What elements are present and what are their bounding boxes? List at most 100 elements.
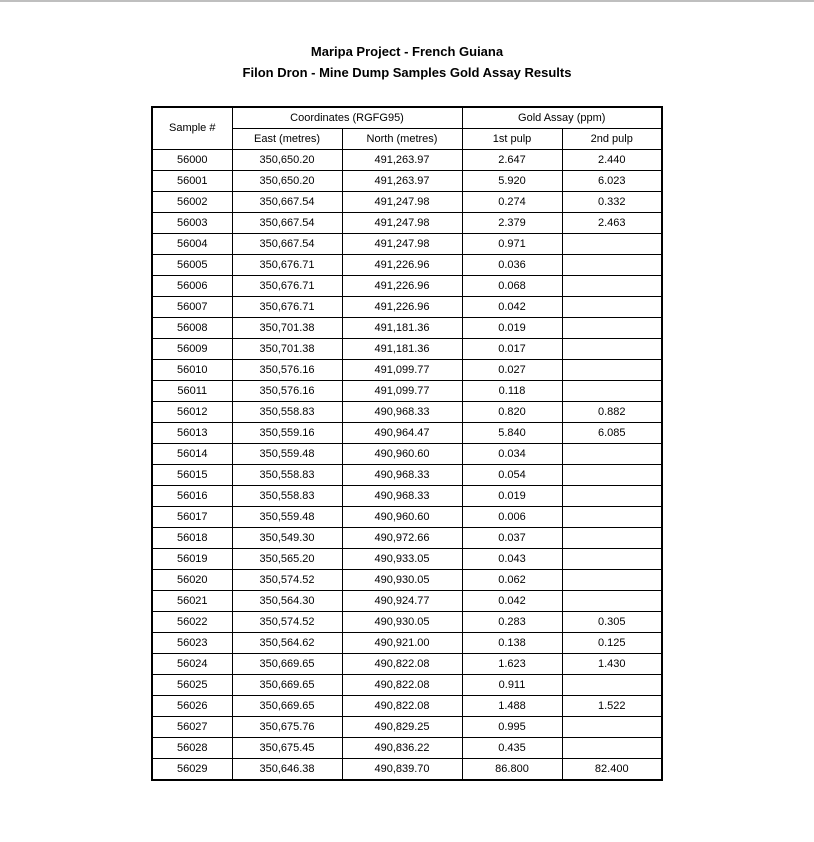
cell-east: 350,650.20: [232, 149, 342, 170]
col-coords-group-header: Coordinates (RGFG95): [232, 107, 462, 129]
cell-p2: 2.440: [562, 149, 662, 170]
cell-p1: 0.042: [462, 590, 562, 611]
table-row: 56011350,576.16491,099.770.118: [152, 380, 662, 401]
cell-sample: 56019: [152, 548, 232, 569]
cell-p2: [562, 359, 662, 380]
table-row: 56018350,549.30490,972.660.037: [152, 527, 662, 548]
cell-p2: [562, 380, 662, 401]
cell-sample: 56027: [152, 716, 232, 737]
cell-sample: 56009: [152, 338, 232, 359]
table-body: 56000350,650.20491,263.972.6472.44056001…: [152, 149, 662, 780]
cell-east: 350,558.83: [232, 464, 342, 485]
cell-sample: 56004: [152, 233, 232, 254]
cell-sample: 56026: [152, 695, 232, 716]
table-row: 56025350,669.65490,822.080.911: [152, 674, 662, 695]
cell-sample: 56021: [152, 590, 232, 611]
cell-north: 490,964.47: [342, 422, 462, 443]
cell-p2: [562, 233, 662, 254]
cell-sample: 56014: [152, 443, 232, 464]
cell-north: 490,822.08: [342, 674, 462, 695]
cell-p2: 82.400: [562, 758, 662, 780]
cell-p1: 0.037: [462, 527, 562, 548]
cell-p2: [562, 254, 662, 275]
table-row: 56000350,650.20491,263.972.6472.440: [152, 149, 662, 170]
cell-east: 350,675.45: [232, 737, 342, 758]
cell-north: 490,968.33: [342, 485, 462, 506]
cell-north: 490,933.05: [342, 548, 462, 569]
cell-p2: [562, 674, 662, 695]
cell-sample: 56010: [152, 359, 232, 380]
cell-north: 490,930.05: [342, 569, 462, 590]
cell-p1: 0.971: [462, 233, 562, 254]
cell-p1: 0.017: [462, 338, 562, 359]
cell-north: 490,960.60: [342, 443, 462, 464]
assay-table: Sample # Coordinates (RGFG95) Gold Assay…: [151, 106, 663, 781]
cell-p2: [562, 527, 662, 548]
cell-north: 491,226.96: [342, 296, 462, 317]
table-row: 56017350,559.48490,960.600.006: [152, 506, 662, 527]
cell-sample: 56015: [152, 464, 232, 485]
cell-p2: [562, 548, 662, 569]
cell-east: 350,559.48: [232, 506, 342, 527]
table-row: 56001350,650.20491,263.975.9206.023: [152, 170, 662, 191]
cell-sample: 56007: [152, 296, 232, 317]
cell-p1: 86.800: [462, 758, 562, 780]
cell-north: 490,822.08: [342, 695, 462, 716]
table-row: 56004350,667.54491,247.980.971: [152, 233, 662, 254]
cell-north: 490,968.33: [342, 464, 462, 485]
cell-east: 350,701.38: [232, 338, 342, 359]
cell-p2: [562, 485, 662, 506]
cell-p2: [562, 716, 662, 737]
cell-p2: 0.305: [562, 611, 662, 632]
cell-sample: 56025: [152, 674, 232, 695]
cell-north: 490,972.66: [342, 527, 462, 548]
table-row: 56028350,675.45490,836.220.435: [152, 737, 662, 758]
cell-p1: 0.911: [462, 674, 562, 695]
cell-p1: 0.019: [462, 317, 562, 338]
cell-p2: [562, 569, 662, 590]
col-east-header: East (metres): [232, 128, 342, 149]
cell-p1: 5.840: [462, 422, 562, 443]
col-north-header: North (metres): [342, 128, 462, 149]
cell-east: 350,676.71: [232, 275, 342, 296]
cell-sample: 56012: [152, 401, 232, 422]
table-row: 56005350,676.71491,226.960.036: [152, 254, 662, 275]
col-assay-group-header: Gold Assay (ppm): [462, 107, 662, 129]
table-row: 56013350,559.16490,964.475.8406.085: [152, 422, 662, 443]
table-row: 56015350,558.83490,968.330.054: [152, 464, 662, 485]
cell-north: 490,839.70: [342, 758, 462, 780]
cell-north: 491,181.36: [342, 317, 462, 338]
cell-north: 491,263.97: [342, 149, 462, 170]
cell-east: 350,676.71: [232, 296, 342, 317]
cell-sample: 56022: [152, 611, 232, 632]
cell-p1: 5.920: [462, 170, 562, 191]
cell-p2: 0.882: [562, 401, 662, 422]
cell-east: 350,667.54: [232, 191, 342, 212]
cell-north: 490,921.00: [342, 632, 462, 653]
cell-p1: 0.138: [462, 632, 562, 653]
cell-sample: 56000: [152, 149, 232, 170]
cell-p2: [562, 296, 662, 317]
cell-north: 490,930.05: [342, 611, 462, 632]
cell-east: 350,565.20: [232, 548, 342, 569]
cell-p2: 1.430: [562, 653, 662, 674]
cell-east: 350,669.65: [232, 695, 342, 716]
cell-east: 350,701.38: [232, 317, 342, 338]
cell-north: 491,099.77: [342, 380, 462, 401]
cell-east: 350,559.48: [232, 443, 342, 464]
cell-sample: 56003: [152, 212, 232, 233]
cell-p2: 6.023: [562, 170, 662, 191]
cell-sample: 56013: [152, 422, 232, 443]
cell-p2: 2.463: [562, 212, 662, 233]
cell-p1: 0.034: [462, 443, 562, 464]
cell-p2: [562, 737, 662, 758]
table-row: 56008350,701.38491,181.360.019: [152, 317, 662, 338]
cell-east: 350,675.76: [232, 716, 342, 737]
cell-north: 490,960.60: [342, 506, 462, 527]
cell-east: 350,559.16: [232, 422, 342, 443]
cell-p1: 2.379: [462, 212, 562, 233]
cell-north: 490,924.77: [342, 590, 462, 611]
cell-p1: 0.042: [462, 296, 562, 317]
cell-p1: 0.435: [462, 737, 562, 758]
cell-p1: 0.118: [462, 380, 562, 401]
